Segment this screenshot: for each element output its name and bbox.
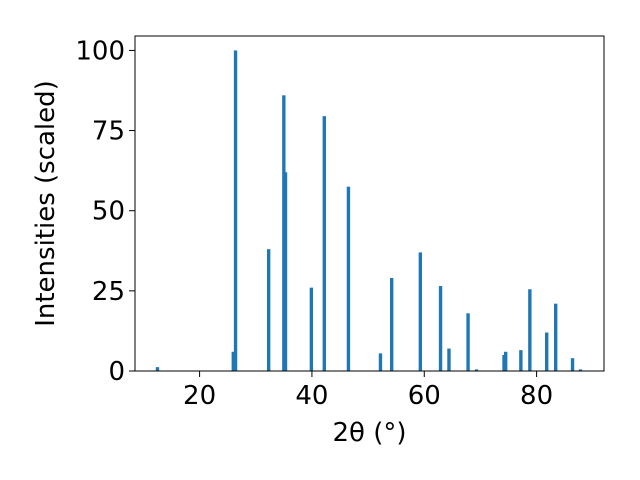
bar [504,351,508,371]
bar [378,353,383,371]
plot-area-frame [134,35,605,372]
y-tick-label: 50 [92,197,125,227]
bar [570,358,575,371]
bar [578,369,583,371]
y-axis-label: Intensities (scaled) [31,80,61,327]
bar [528,289,532,371]
x-tick-label: 20 [183,381,216,411]
bar [554,303,558,371]
bar [447,348,451,371]
bar [418,252,423,371]
y-tick-label: 75 [92,117,125,147]
bar [438,286,443,371]
bar [309,287,314,371]
y-tick-label: 0 [108,357,125,387]
y-tick-label: 25 [92,277,125,307]
bar [519,350,523,371]
x-tick-label: 80 [520,381,553,411]
y-tick-label: 100 [75,36,125,66]
bar [266,249,271,371]
bar [390,278,394,371]
bar [155,367,160,371]
bar [322,116,326,371]
x-tick-label: 60 [408,381,441,411]
bar [466,313,470,371]
bar [233,50,238,372]
x-tick-label: 40 [295,381,328,411]
bar [474,369,479,371]
bar [283,172,288,371]
bar [545,332,549,371]
bar [346,186,351,371]
x-axis-label: 2θ (°) [332,418,406,448]
bar [231,351,235,371]
bars-group [155,50,583,372]
y-ticks: 0 25 50 75 100 [75,36,135,387]
x-ticks: 20 40 60 80 [183,371,553,411]
